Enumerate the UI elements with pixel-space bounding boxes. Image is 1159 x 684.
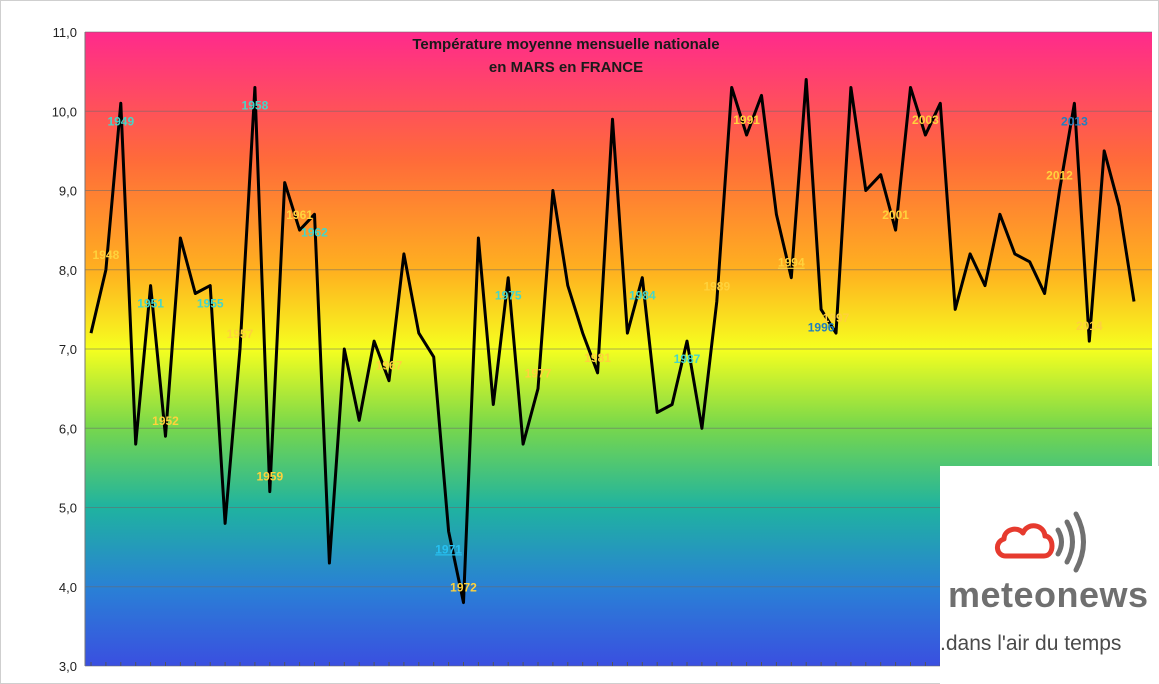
y-tick-label: 10,0 [52,104,77,119]
cloud-signal-icon [995,511,1086,573]
year-label-1948: 1948 [93,248,120,262]
year-label-1967: 1967 [376,359,403,373]
year-label-1996: 1996 [808,320,835,334]
y-tick-label: 6,0 [59,421,77,436]
year-label-1951: 1951 [137,297,164,311]
year-label-1961: 1961 [286,208,313,222]
y-tick-label: 9,0 [59,184,77,199]
year-label-1949: 1949 [107,114,134,128]
year-label-1958: 1958 [242,98,269,112]
year-label-2014: 2014 [1076,319,1103,333]
year-label-1981: 1981 [584,351,611,365]
year-label-1987: 1987 [674,352,701,366]
y-tick-label: 4,0 [59,580,77,595]
year-label-1989: 1989 [703,279,730,293]
year-label-1975: 1975 [495,289,522,303]
signal-wave-medium [1064,519,1075,565]
logo-tagline: .dans l'air du temps [940,632,1122,655]
year-label-1971: 1971 [435,542,462,556]
year-label-2013: 2013 [1061,114,1088,128]
year-label-2001: 2001 [882,208,909,222]
year-label-1997: 1997 [823,311,850,325]
year-label-1984: 1984 [629,289,656,303]
year-annotations: 1948 1949 1951 1952 1955 1957 1958 1959 1961 1962… [93,98,1103,594]
year-label-1972: 1972 [450,581,477,595]
year-label-2012: 2012 [1046,169,1073,183]
logo-brand-text: meteonews [948,574,1149,615]
y-tick-label: 11,0 [53,25,77,40]
year-label-1952: 1952 [152,414,179,428]
series-line-mars-temperature [89,78,1136,605]
y-tick-label: 3,0 [59,659,77,674]
meteonews-logo: meteonews .dans l'air du temps [940,466,1159,684]
year-label-1957: 1957 [227,327,254,341]
year-label-1959: 1959 [256,470,283,484]
year-label-1977: 1977 [525,367,552,381]
signal-wave-small [1055,527,1064,557]
y-tick-label: 7,0 [59,342,77,357]
y-axis: 3,0 4,0 5,0 6,0 7,0 8,0 9,0 10,0 11,0 [52,25,86,674]
chart-title-line-2: en MARS en FRANCE [489,59,643,76]
y-tick-label: 8,0 [59,263,77,278]
year-label-1991: 1991 [733,113,760,127]
signal-wave-large [1073,511,1086,573]
cloud-icon [995,523,1055,559]
year-label-2003: 2003 [912,113,939,127]
year-label-1994: 1994 [778,256,805,270]
year-label-1962: 1962 [301,225,328,239]
year-label-1955: 1955 [197,297,224,311]
y-tick-label: 5,0 [59,501,77,516]
chart-title-line-1: Température moyenne mensuelle nationale [412,36,719,53]
